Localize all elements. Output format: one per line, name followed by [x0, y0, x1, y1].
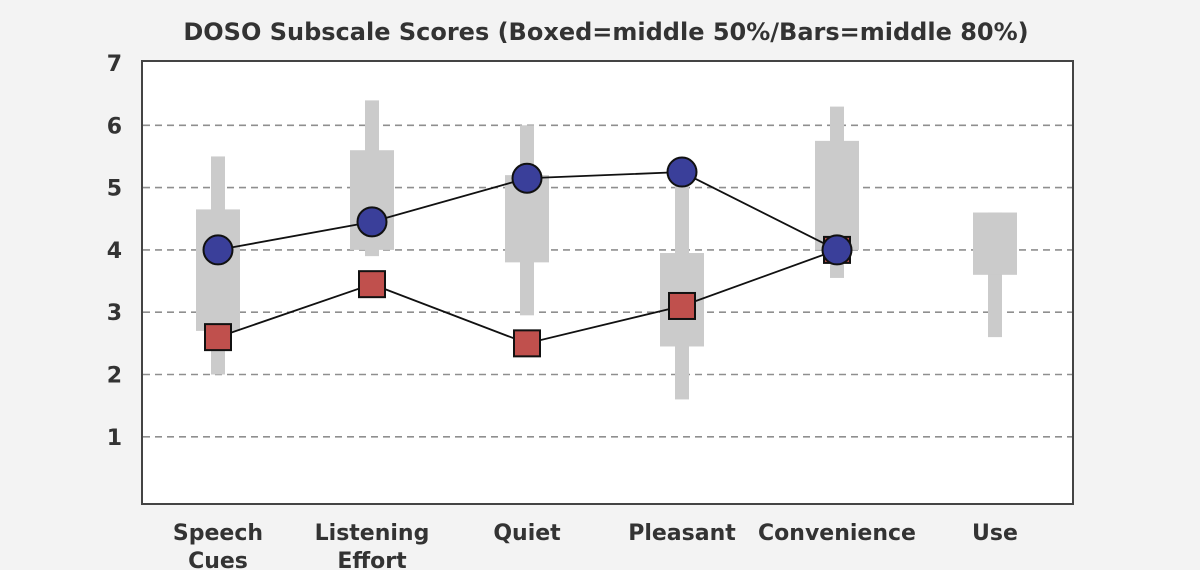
square-series-point-1 — [358, 270, 386, 299]
x-tick-label-line: Speech — [173, 521, 263, 546]
grid-lines — [143, 124, 1072, 438]
x-tick-label-0: Speech Cues — [173, 521, 263, 570]
box-5 — [973, 212, 1017, 275]
y-axis-ticks: 1 2 3 4 5 6 7 — [107, 52, 122, 451]
box-0 — [196, 209, 240, 331]
y-tick-label-5: 5 — [107, 177, 122, 202]
x-axis-ticks: Speech Cues Listening Effort Quiet Pleasant Co… — [173, 521, 1018, 570]
circle-series-point-3 — [666, 156, 698, 188]
plot-frame — [141, 60, 1074, 505]
x-tick-label-line: Use — [972, 521, 1018, 546]
square-series-point-2 — [513, 329, 541, 358]
x-tick-label-4: Convenience — [758, 521, 916, 546]
x-tick-label-line: Quiet — [493, 521, 561, 546]
circle-series-point-2 — [511, 162, 543, 194]
x-tick-label-5: Use — [972, 521, 1018, 546]
y-tick-label-6: 6 — [107, 114, 122, 139]
y-tick-label-7: 7 — [107, 52, 122, 77]
y-tick-label-1: 1 — [107, 426, 122, 451]
x-tick-label-line: Convenience — [758, 521, 916, 546]
x-tick-label-2: Quiet — [493, 521, 561, 546]
x-tick-label-line: Listening — [315, 521, 430, 546]
chart-title: DOSO Subscale Scores (Boxed=middle 50%/B… — [183, 18, 1028, 46]
x-tick-label-line: Cues — [188, 549, 248, 570]
x-tick-label-1: Listening Effort — [315, 521, 430, 570]
x-tick-label-line: Pleasant — [628, 521, 736, 546]
circle-series-point-1 — [356, 206, 388, 238]
series-markers — [202, 156, 853, 358]
y-tick-label-2: 2 — [107, 364, 122, 389]
y-tick-label-4: 4 — [107, 239, 122, 264]
x-tick-label-line: Effort — [337, 549, 407, 570]
y-tick-label-3: 3 — [107, 301, 122, 326]
square-series-point-3 — [668, 291, 696, 320]
x-tick-label-3: Pleasant — [628, 521, 736, 546]
circle-series-point-0 — [202, 234, 234, 266]
box-4 — [815, 140, 859, 250]
square-series-point-0 — [204, 323, 232, 352]
circle-series-point-4 — [821, 234, 853, 266]
